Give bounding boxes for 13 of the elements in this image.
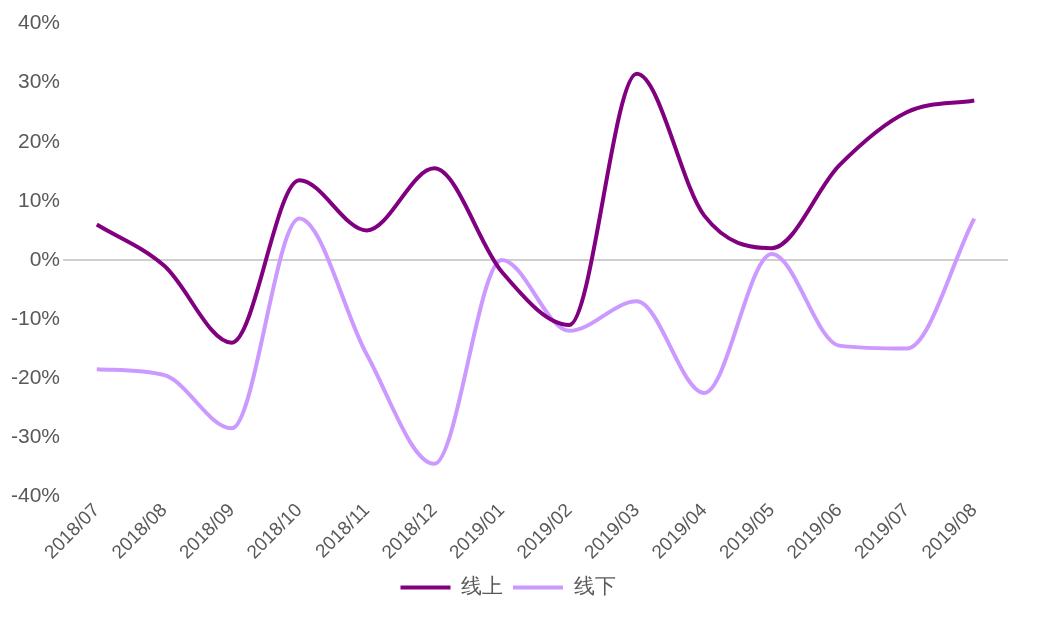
legend-label: 线上 xyxy=(461,574,503,598)
y-tick-label: -20% xyxy=(10,364,61,388)
y-tick-label: 20% xyxy=(17,128,61,152)
y-tick-label: -10% xyxy=(10,305,61,329)
y-tick-label: -30% xyxy=(10,424,61,448)
y-tick-label: 40% xyxy=(17,10,61,34)
y-tick-label: 10% xyxy=(17,187,61,211)
line-series xyxy=(94,71,977,345)
y-tick-label: 30% xyxy=(17,69,61,93)
legend-label: 线下 xyxy=(573,574,616,598)
line-series xyxy=(94,216,977,466)
y-tick-label: 0% xyxy=(29,246,61,270)
y-tick-label: -40% xyxy=(10,483,61,507)
